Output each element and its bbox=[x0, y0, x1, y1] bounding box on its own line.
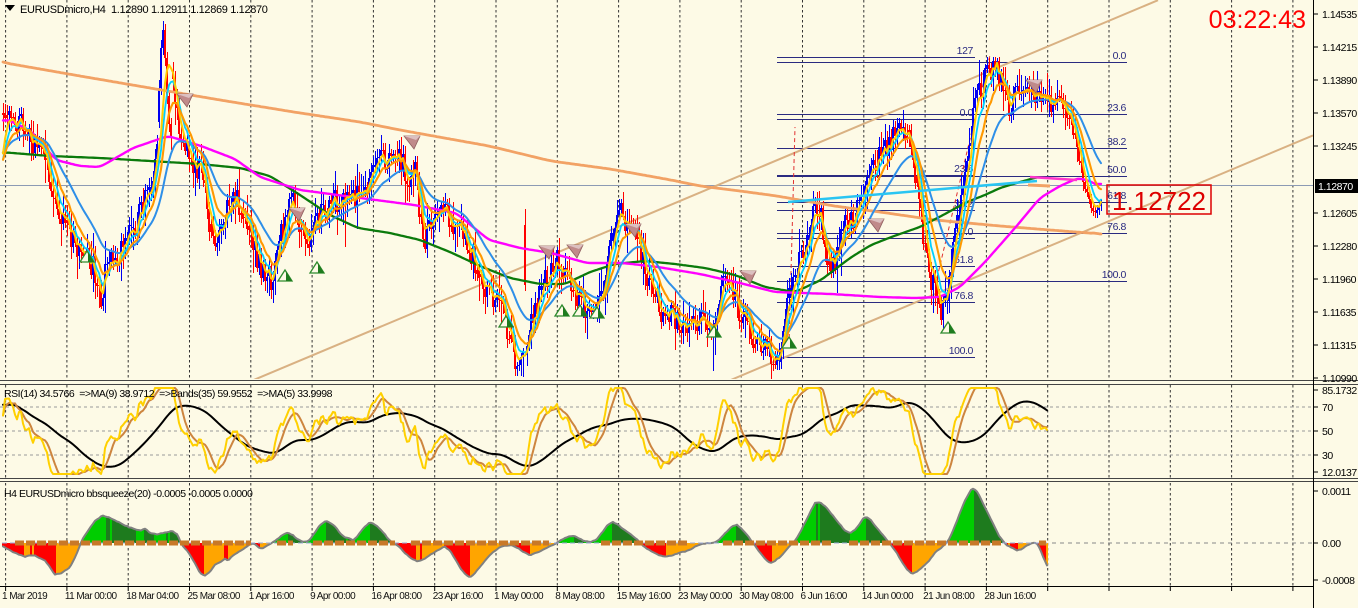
svg-text:0.00: 0.00 bbox=[1322, 538, 1341, 550]
svg-text:1.14215: 1.14215 bbox=[1322, 42, 1357, 54]
svg-text:EURUSDmicro,H4 1.12890 1.1291: EURUSDmicro,H4 1.12890 1.12911 1.12869 1… bbox=[20, 4, 268, 16]
svg-text:76.8: 76.8 bbox=[1107, 221, 1126, 233]
svg-text:30 May 08:00: 30 May 08:00 bbox=[739, 591, 794, 602]
svg-text:25 Mar 08:00: 25 Mar 08:00 bbox=[188, 591, 241, 602]
svg-text:23.6: 23.6 bbox=[1107, 102, 1126, 114]
svg-text:-0.0008: -0.0008 bbox=[1322, 575, 1355, 587]
svg-text:100.0: 100.0 bbox=[949, 345, 974, 357]
svg-text:85.1732: 85.1732 bbox=[1322, 385, 1357, 397]
svg-text:1.14535: 1.14535 bbox=[1322, 9, 1357, 21]
svg-text:1.11315: 1.11315 bbox=[1322, 340, 1357, 352]
svg-text:H4 EURUSDmicro bbsqueeze(20) -: H4 EURUSDmicro bbsqueeze(20) -0.0005 -0.… bbox=[4, 488, 253, 500]
svg-text:8 May 08:00: 8 May 08:00 bbox=[555, 591, 605, 602]
svg-text:03:22:43: 03:22:43 bbox=[1209, 6, 1306, 34]
svg-text:38.2: 38.2 bbox=[1107, 136, 1126, 148]
svg-text:12.0137: 12.0137 bbox=[1322, 467, 1357, 479]
svg-text:0.0: 0.0 bbox=[960, 107, 974, 119]
svg-text:50: 50 bbox=[1322, 426, 1333, 438]
svg-text:1 Apr 16:00: 1 Apr 16:00 bbox=[249, 591, 295, 602]
svg-text:1.11635: 1.11635 bbox=[1322, 307, 1357, 319]
svg-text:1.11960: 1.11960 bbox=[1322, 274, 1357, 286]
svg-text:1.13245: 1.13245 bbox=[1322, 141, 1357, 153]
svg-text:1.12722: 1.12722 bbox=[1112, 186, 1206, 216]
svg-text:6 Jun 16:00: 6 Jun 16:00 bbox=[801, 591, 848, 602]
svg-text:0.0011: 0.0011 bbox=[1322, 486, 1351, 498]
svg-text:1.13570: 1.13570 bbox=[1322, 108, 1357, 120]
svg-text:30: 30 bbox=[1322, 450, 1333, 462]
svg-text:76.8: 76.8 bbox=[954, 290, 973, 302]
svg-text:61.8: 61.8 bbox=[954, 254, 973, 266]
svg-text:50.0: 50.0 bbox=[1107, 164, 1126, 176]
svg-text:18 Mar 04:00: 18 Mar 04:00 bbox=[126, 591, 179, 602]
svg-text:23 Apr 16:00: 23 Apr 16:00 bbox=[433, 591, 484, 602]
svg-text:1.13890: 1.13890 bbox=[1322, 75, 1357, 87]
svg-text:1.12870: 1.12870 bbox=[1318, 181, 1353, 193]
svg-text:1.12605: 1.12605 bbox=[1322, 208, 1357, 220]
svg-text:23 May 00:00: 23 May 00:00 bbox=[678, 591, 733, 602]
svg-text:RSI(14) 34.5766 =>MA(9) 38.97: RSI(14) 34.5766 =>MA(9) 38.9712 =>Bands(… bbox=[4, 388, 333, 400]
svg-text:1.10990: 1.10990 bbox=[1322, 373, 1357, 385]
svg-text:21 Jun 08:00: 21 Jun 08:00 bbox=[923, 591, 975, 602]
svg-text:0.0: 0.0 bbox=[1113, 50, 1127, 62]
svg-text:61.8: 61.8 bbox=[1107, 190, 1126, 202]
svg-text:16 Apr 08:00: 16 Apr 08:00 bbox=[371, 591, 422, 602]
svg-text:28 Jun 16:00: 28 Jun 16:00 bbox=[984, 591, 1036, 602]
svg-text:70: 70 bbox=[1322, 402, 1333, 414]
svg-text:127: 127 bbox=[957, 45, 974, 57]
svg-text:11 Mar 00:00: 11 Mar 00:00 bbox=[65, 591, 118, 602]
svg-text:15 May 16:00: 15 May 16:00 bbox=[617, 591, 672, 602]
svg-text:14 Jun 00:00: 14 Jun 00:00 bbox=[862, 591, 914, 602]
svg-text:1.12280: 1.12280 bbox=[1322, 241, 1357, 253]
svg-text:100.0: 100.0 bbox=[1102, 269, 1127, 281]
svg-text:9 Apr 00:00: 9 Apr 00:00 bbox=[310, 591, 356, 602]
svg-text:1 Mar 2019: 1 Mar 2019 bbox=[2, 591, 48, 602]
svg-text:1 May 00:00: 1 May 00:00 bbox=[494, 591, 544, 602]
